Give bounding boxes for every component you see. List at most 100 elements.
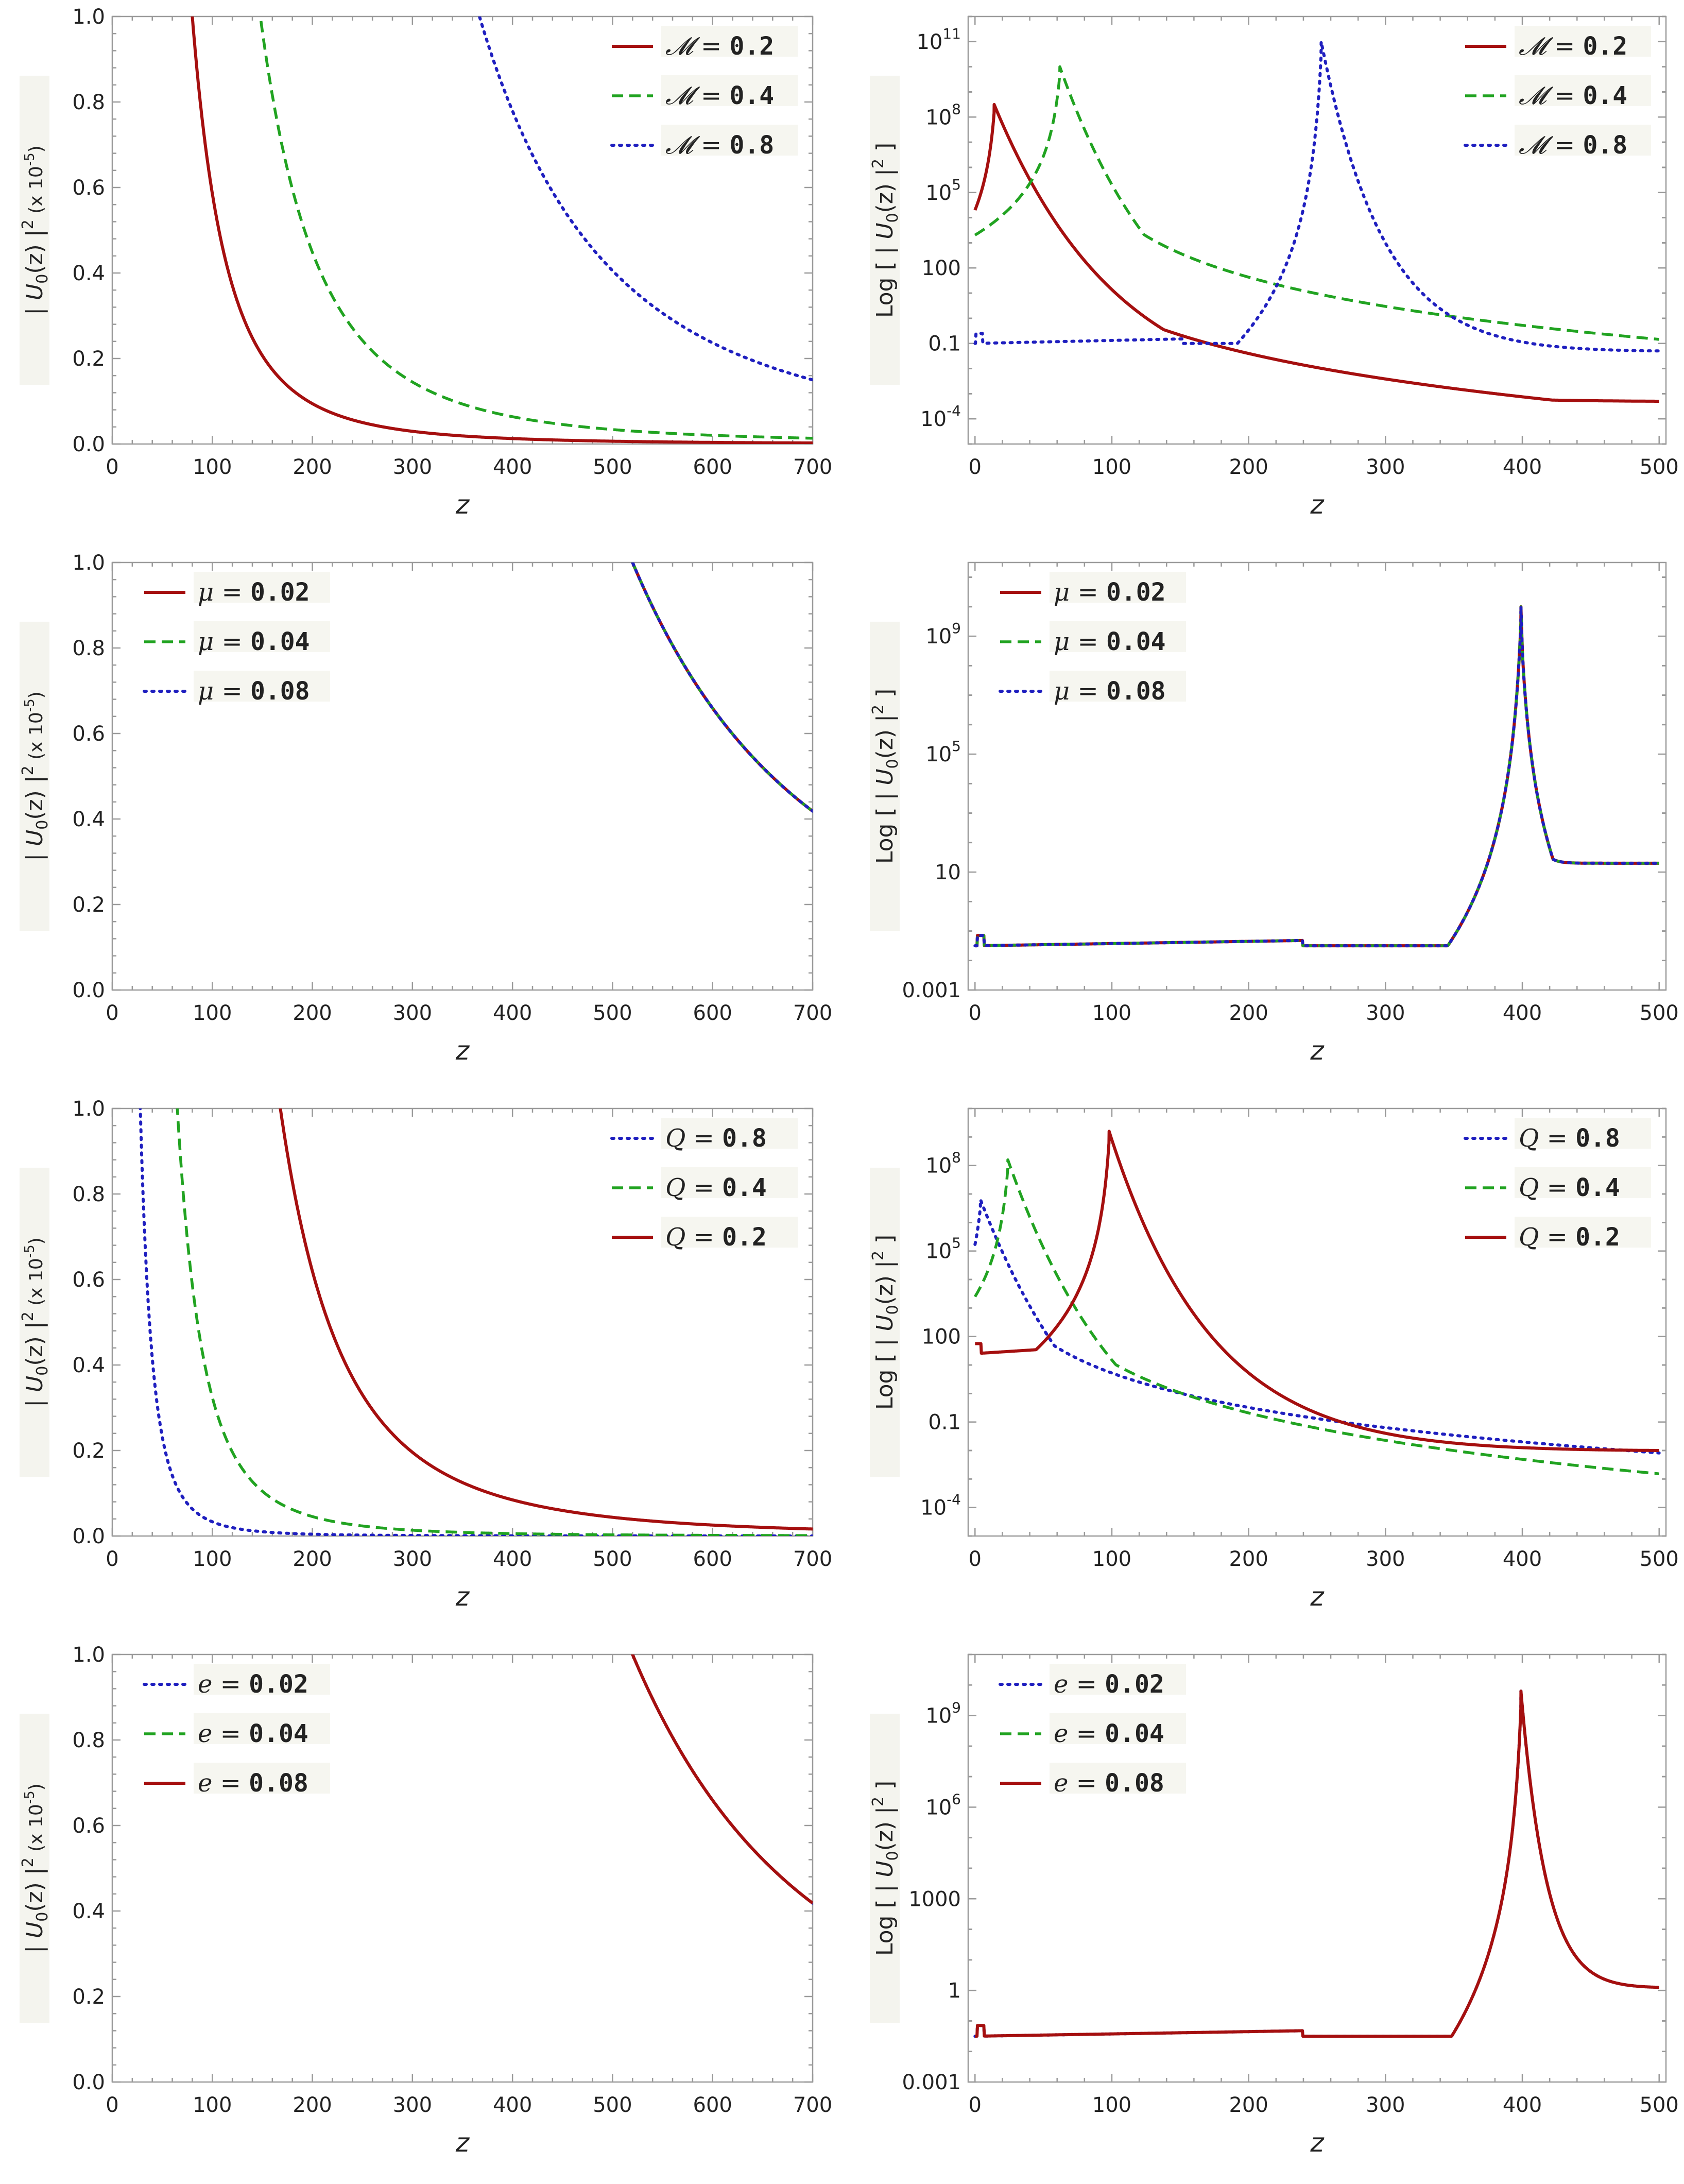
legend-label-background bbox=[1050, 621, 1186, 652]
legend-equals: = bbox=[214, 578, 250, 607]
legend-item: e = 0.08 bbox=[1000, 1763, 1186, 1798]
y-label-part: 2 bbox=[19, 219, 37, 229]
legend-label: 𝓜 = 0.2 bbox=[665, 32, 774, 61]
legend-label: e = 0.04 bbox=[198, 1719, 308, 1748]
legend-symbol: Q bbox=[1519, 1124, 1539, 1153]
legend-value: 0.02 bbox=[250, 578, 310, 607]
y-tick-base: 10 bbox=[925, 1704, 952, 1728]
legend-label: Q = 0.2 bbox=[1519, 1223, 1620, 1252]
series-line-blue bbox=[139, 1108, 813, 1536]
y-label-part: (z) bbox=[872, 1821, 898, 1851]
y-label-part: (x 10 bbox=[26, 1804, 47, 1857]
y-label-part: (x 10 bbox=[26, 712, 47, 765]
x-tick-label: 700 bbox=[793, 1001, 832, 1025]
legend-item: e = 0.04 bbox=[1000, 1713, 1186, 1748]
x-axis-label: z bbox=[1310, 490, 1325, 520]
y-tick-base: 0.0 bbox=[72, 2071, 105, 2094]
x-tick-label: 200 bbox=[293, 1547, 332, 1571]
x-axis-ticks: 0 100 200 300 400 500 600 700 bbox=[106, 16, 832, 479]
y-axis-label: | U0(z) |2 (x 10-5) bbox=[19, 622, 51, 931]
legend-label-background bbox=[1515, 1217, 1651, 1248]
legend-symbol: e bbox=[198, 1670, 212, 1699]
x-axis-label: z bbox=[455, 2128, 470, 2158]
y-label-part: | bbox=[872, 1332, 898, 1346]
y-tick-label: 100 bbox=[922, 1325, 961, 1349]
y-axis-label: Log [ | U0(z) |2 ] bbox=[869, 1168, 902, 1477]
legend-label: μ = 0.02 bbox=[1054, 578, 1166, 607]
y-tick-base: 10 bbox=[925, 1240, 952, 1264]
legend-value: 0.2 bbox=[1575, 1223, 1620, 1252]
legend-equals: = bbox=[1539, 1223, 1575, 1252]
y-tick-label: 105 bbox=[925, 176, 961, 205]
y-tick-exponent: 9 bbox=[952, 1699, 961, 1716]
y-tick-label: 1011 bbox=[916, 25, 961, 54]
y-label-part: | bbox=[872, 786, 898, 800]
y-label-part: | bbox=[872, 240, 898, 254]
legend-label-background bbox=[1050, 572, 1186, 603]
legend-label: Q = 0.4 bbox=[665, 1173, 767, 1202]
chart-panel-1: 0 100 200 300 400 500 600 700 0.0 0.2 0.4 0.6 0.8 1.0… bbox=[19, 5, 832, 520]
x-tick-label: 100 bbox=[193, 1001, 232, 1025]
y-tick-label: 1.0 bbox=[72, 551, 105, 575]
x-tick-label: 500 bbox=[1640, 1001, 1679, 1025]
x-tick-label: 100 bbox=[1092, 2093, 1131, 2117]
series-curves bbox=[973, 605, 1661, 948]
y-label-part: 0 bbox=[33, 1912, 51, 1922]
legend-label: Q = 0.8 bbox=[1519, 1124, 1620, 1153]
y-tick-base: 0.6 bbox=[72, 1814, 105, 1838]
legend-label: 𝓜 = 0.4 bbox=[665, 81, 774, 110]
y-tick-label: 0.1 bbox=[928, 1411, 961, 1435]
legend-label-background bbox=[661, 125, 798, 156]
y-tick-label: 0.0 bbox=[72, 2071, 105, 2094]
series-line-green bbox=[973, 1158, 1660, 1476]
y-label-part: ] bbox=[872, 689, 898, 705]
legend-value: 0.04 bbox=[249, 1719, 308, 1748]
y-tick-base: 1.0 bbox=[72, 5, 105, 29]
legend-equals: = bbox=[1068, 1670, 1105, 1699]
legend-equals: = bbox=[1539, 1173, 1575, 1202]
x-axis-label: z bbox=[455, 490, 470, 520]
y-axis-label: | U0(z) |2 (x 10-5) bbox=[19, 1168, 51, 1477]
y-tick-label: 10-4 bbox=[920, 402, 961, 431]
x-tick-label: 300 bbox=[393, 1547, 432, 1571]
legend-item: μ = 0.08 bbox=[143, 671, 330, 706]
y-label-part: (z) bbox=[22, 1336, 48, 1366]
y-tick-base: 10 bbox=[925, 743, 952, 766]
y-label-part: 0 bbox=[884, 759, 902, 769]
legend-equals: = bbox=[1539, 1124, 1575, 1153]
legend-symbol: e bbox=[1054, 1719, 1068, 1748]
y-label-part: 2 bbox=[19, 1857, 37, 1867]
y-label-part: U bbox=[872, 223, 898, 239]
series-line-red bbox=[974, 605, 1660, 948]
series-curves bbox=[191, 16, 813, 444]
y-tick-base: 10 bbox=[925, 1154, 952, 1178]
legend-item: e = 0.08 bbox=[144, 1763, 330, 1798]
y-label-part: | bbox=[22, 846, 48, 861]
y-tick-label: 109 bbox=[925, 620, 961, 649]
legend-item: Q = 0.4 bbox=[612, 1167, 798, 1202]
legend-label: e = 0.08 bbox=[1054, 1769, 1164, 1798]
legend-value: 0.8 bbox=[722, 1124, 767, 1153]
y-tick-exponent: 8 bbox=[952, 1149, 961, 1166]
legend-label-background bbox=[1515, 125, 1651, 156]
y-axis-label: Log [ | U0(z) |2 ] bbox=[869, 76, 902, 385]
y-tick-label: 0.0 bbox=[72, 433, 105, 456]
plot-frame bbox=[111, 1107, 814, 1537]
x-tick-label: 600 bbox=[693, 1547, 732, 1571]
series-line-blue bbox=[973, 40, 1661, 353]
y-tick-base: 10 bbox=[925, 1796, 952, 1819]
legend-value: 0.4 bbox=[730, 81, 775, 110]
y-label-part: 2 bbox=[869, 159, 887, 168]
y-tick-base: 10 bbox=[925, 106, 952, 129]
legend-equals: = bbox=[1546, 81, 1583, 110]
y-axis-ticks: 0.0 0.2 0.4 0.6 0.8 1.0 bbox=[72, 1643, 813, 2094]
plot-frame bbox=[967, 561, 1667, 991]
legend-label-background bbox=[194, 572, 330, 603]
legend-item: e = 0.04 bbox=[144, 1713, 330, 1748]
y-label-part: (z) bbox=[22, 790, 48, 820]
y-tick-label: 0.4 bbox=[72, 808, 105, 831]
x-tick-label: 400 bbox=[493, 1001, 532, 1025]
y-label-part: (z) bbox=[872, 729, 898, 759]
legend-label-background bbox=[1050, 1713, 1186, 1744]
